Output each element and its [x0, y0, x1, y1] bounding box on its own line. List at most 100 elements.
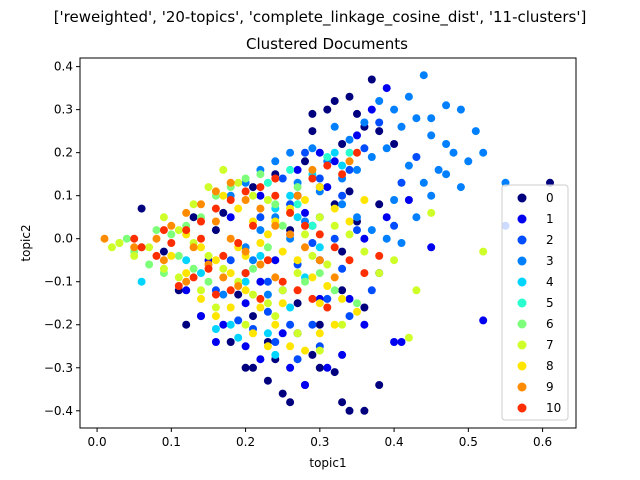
cluster-2-point: [256, 213, 265, 222]
cluster-5-point: [345, 148, 354, 157]
cluster-10-point: [256, 294, 265, 303]
cluster-7-point: [345, 230, 354, 239]
cluster-4-point: [137, 277, 146, 286]
y-tick-label: 0.2: [54, 146, 73, 160]
x-tick-label: 0.5: [459, 435, 478, 449]
cluster-3-point: [345, 135, 354, 144]
cluster-5-point: [286, 165, 295, 174]
cluster-7-point: [323, 260, 332, 269]
cluster-7-point: [293, 329, 302, 338]
cluster-8-point: [256, 303, 265, 312]
cluster-0-point: [330, 368, 339, 377]
legend-label-1: 1: [546, 212, 554, 226]
cluster-9-point: [189, 243, 198, 252]
cluster-7-point: [159, 213, 168, 222]
cluster-0-point: [345, 406, 354, 415]
cluster-9-point: [226, 234, 235, 243]
cluster-9-point: [226, 178, 235, 187]
legend-label-10: 10: [546, 401, 561, 415]
cluster-0-point: [330, 97, 339, 105]
cluster-7-point: [390, 256, 399, 265]
cluster-7-point: [271, 312, 280, 321]
cluster-1-point: [301, 381, 309, 389]
cluster-8-point: [263, 230, 272, 239]
cluster-0-point: [211, 226, 220, 235]
legend-label-5: 5: [546, 296, 554, 310]
cluster-8-point: [345, 217, 354, 226]
cluster-2-point: [308, 320, 317, 329]
cluster-7-point: [301, 230, 309, 239]
cluster-0-point: [367, 75, 376, 84]
cluster-3-point: [390, 196, 399, 204]
cluster-4-point: [226, 320, 235, 329]
cluster-9-point: [100, 234, 109, 243]
cluster-1-point: [315, 148, 324, 157]
y-tick-label: −0.1: [44, 275, 73, 289]
cluster-10-point: [375, 251, 384, 260]
cluster-3-point: [338, 200, 347, 209]
cluster-9-point: [197, 200, 205, 209]
cluster-0-point: [308, 127, 317, 136]
cluster-1-point: [323, 363, 332, 372]
x-axis-label: topic1: [309, 456, 346, 470]
cluster-10-point: [219, 251, 228, 260]
cluster-10-point: [271, 191, 280, 200]
cluster-1-point: [427, 243, 436, 252]
legend-marker-4: [517, 277, 527, 287]
x-tick-label: 0.6: [533, 435, 552, 449]
cluster-3-point: [330, 122, 339, 131]
cluster-8-point: [315, 329, 324, 338]
cluster-8-point: [278, 299, 287, 308]
cluster-10-point: [189, 273, 198, 282]
cluster-1-point: [211, 338, 220, 346]
legend-label-4: 4: [546, 275, 554, 289]
cluster-10-point: [241, 269, 250, 278]
cluster-10-point: [204, 264, 213, 273]
chart-subtitle: Clustered Documents: [246, 35, 408, 53]
cluster-1-point: [219, 320, 228, 329]
legend-marker-6: [517, 319, 527, 329]
cluster-10-point: [234, 239, 243, 247]
cluster-3-point: [256, 226, 265, 235]
cluster-7-point: [107, 243, 116, 252]
cluster-1-point: [182, 286, 191, 295]
cluster-9-point: [256, 260, 265, 269]
cluster-2-point: [360, 144, 369, 153]
cluster-3-point: [412, 114, 421, 123]
cluster-8-point: [360, 196, 369, 204]
cluster-0-point: [249, 363, 257, 372]
legend-label-6: 6: [546, 317, 554, 331]
cluster-9-point: [159, 256, 168, 265]
cluster-2-point: [278, 174, 287, 183]
cluster-10-point: [286, 208, 295, 217]
cluster-6-point: [293, 183, 302, 192]
cluster-7-point: [204, 251, 213, 260]
cluster-0-point: [278, 389, 287, 398]
cluster-3-point: [456, 183, 465, 192]
cluster-10-point: [330, 243, 339, 252]
chart-title: ['reweighted', '20-topics', 'complete_li…: [54, 8, 587, 27]
cluster-1-point: [301, 208, 309, 217]
cluster-7-point: [293, 269, 302, 278]
cluster-9-point: [182, 208, 191, 217]
cluster-7-point: [479, 247, 488, 256]
cluster-2-point: [390, 221, 399, 230]
cluster-9-point: [219, 273, 228, 282]
cluster-0-point: [182, 320, 191, 329]
legend-marker-0: [517, 193, 527, 203]
cluster-10-point: [345, 256, 354, 265]
cluster-1-point: [390, 338, 399, 346]
cluster-6-point: [315, 269, 324, 278]
cluster-2-point: [345, 165, 354, 174]
legend-marker-1: [517, 214, 527, 224]
legend-label-2: 2: [546, 233, 554, 247]
cluster-10-point: [226, 286, 235, 295]
cluster-10-point: [263, 256, 272, 265]
cluster-9-point: [152, 234, 161, 243]
cluster-7-point: [219, 264, 228, 273]
legend-marker-2: [517, 235, 527, 245]
cluster-10-point: [308, 294, 317, 303]
cluster-7-point: [159, 264, 168, 273]
cluster-3-point: [464, 157, 473, 166]
